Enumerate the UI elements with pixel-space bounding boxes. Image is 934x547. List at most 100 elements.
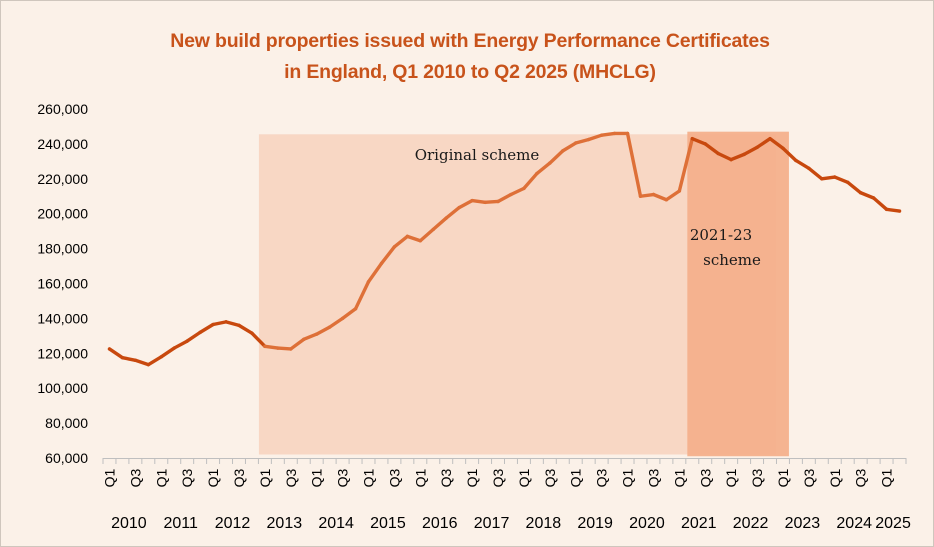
series-segment xyxy=(470,198,487,205)
y-tick-label: 200,000 xyxy=(37,206,88,222)
x-year-label: 2019 xyxy=(577,515,613,532)
series-segment xyxy=(716,151,733,162)
series-segment xyxy=(172,339,189,350)
y-tick-label: 140,000 xyxy=(37,310,88,326)
data-point xyxy=(470,199,474,203)
data-point xyxy=(211,322,215,327)
new-scheme-label-line-1: 2021-23 xyxy=(690,226,752,244)
data-point xyxy=(833,175,837,179)
x-tick-label: Q1 xyxy=(827,468,843,487)
series-segment xyxy=(315,325,332,336)
region-annotations: Original scheme 2021-23 scheme xyxy=(415,146,761,269)
x-tick-label: Q3 xyxy=(542,468,558,487)
data-point xyxy=(690,137,694,141)
series-segment xyxy=(159,346,176,359)
series-segment xyxy=(211,320,228,327)
series-segment xyxy=(768,136,785,150)
series-segment xyxy=(185,330,202,343)
series-segment xyxy=(509,186,526,197)
series-segment xyxy=(703,142,720,156)
series-segment xyxy=(133,358,151,367)
series-segment xyxy=(548,149,565,165)
series-segment xyxy=(146,355,163,367)
x-year-label: 2024 xyxy=(836,515,872,532)
series-segment xyxy=(120,355,138,362)
series-segment xyxy=(418,227,435,243)
x-year-label: 2013 xyxy=(267,515,303,532)
series-segment xyxy=(677,136,694,193)
x-tick-label: Q1 xyxy=(309,468,325,487)
series-segment xyxy=(755,136,772,150)
series-segment xyxy=(327,316,345,329)
x-tick-label: Q3 xyxy=(645,468,661,487)
x-year-label: 2012 xyxy=(215,515,251,532)
x-tick-label: Q1 xyxy=(257,468,273,487)
y-tick-label: 260,000 xyxy=(37,101,88,117)
series-segment xyxy=(651,192,669,202)
data-point xyxy=(742,152,746,156)
data-point xyxy=(716,151,720,156)
y-tick-label: 100,000 xyxy=(37,380,88,396)
data-point xyxy=(600,133,604,137)
data-point xyxy=(703,142,707,146)
series-segment xyxy=(871,196,889,212)
data-point xyxy=(574,141,578,145)
x-tick-label: Q3 xyxy=(127,468,143,487)
chart-title-line-2: in England, Q1 2010 to Q2 2025 (MHCLG) xyxy=(284,61,656,83)
x-tick-label: Q3 xyxy=(179,468,195,487)
series-segment xyxy=(638,192,656,198)
x-tick-label: Q3 xyxy=(697,468,713,487)
data-point xyxy=(172,346,176,350)
series-segment xyxy=(392,234,410,249)
x-year-label: 2018 xyxy=(526,515,562,532)
series-segment xyxy=(302,332,319,342)
data-point xyxy=(638,194,643,198)
series-segment xyxy=(561,141,578,153)
data-point xyxy=(677,189,681,193)
series-segment xyxy=(794,158,811,171)
x-tick-label: Q1 xyxy=(205,468,221,487)
data-point xyxy=(509,192,513,197)
data-point xyxy=(729,158,733,162)
series-segment xyxy=(289,337,306,351)
data-point xyxy=(820,177,824,181)
data-point xyxy=(133,358,137,362)
data-point xyxy=(185,339,189,343)
series-segment xyxy=(379,245,397,266)
data-point xyxy=(237,323,241,327)
series-segment xyxy=(846,180,863,195)
data-point xyxy=(522,186,526,190)
data-point xyxy=(146,363,150,367)
x-year-label: 2022 xyxy=(733,515,769,532)
x-tick-label: Q3 xyxy=(801,468,817,487)
data-point xyxy=(302,337,306,341)
data-point xyxy=(289,347,293,351)
series-segment xyxy=(535,161,552,176)
shaded-regions xyxy=(258,131,789,457)
data-point xyxy=(250,331,254,335)
series-segment xyxy=(729,152,746,162)
series-segment xyxy=(250,331,267,349)
series-segment xyxy=(457,198,474,210)
data-point xyxy=(651,192,656,197)
series-segment xyxy=(599,131,617,137)
series-segment xyxy=(884,207,902,213)
data-point xyxy=(224,320,228,324)
y-axis: 60,000 80,000 100,000 120,000 140,000 160,000… xyxy=(37,101,88,466)
data-point xyxy=(120,356,125,360)
data-point xyxy=(755,145,759,149)
x-year-label: 2020 xyxy=(629,515,665,532)
data-point xyxy=(198,330,202,334)
x-tick-label: Q1 xyxy=(412,468,428,487)
data-point xyxy=(107,347,112,351)
series-segment xyxy=(405,234,423,243)
series-segment xyxy=(366,261,384,284)
data-point xyxy=(418,239,422,243)
series-segment xyxy=(224,320,241,328)
series-segment xyxy=(496,192,513,204)
data-series xyxy=(107,131,902,367)
data-point xyxy=(405,234,409,238)
x-tick-label: Q3 xyxy=(853,468,869,487)
data-point xyxy=(341,316,345,320)
data-point xyxy=(276,346,280,350)
